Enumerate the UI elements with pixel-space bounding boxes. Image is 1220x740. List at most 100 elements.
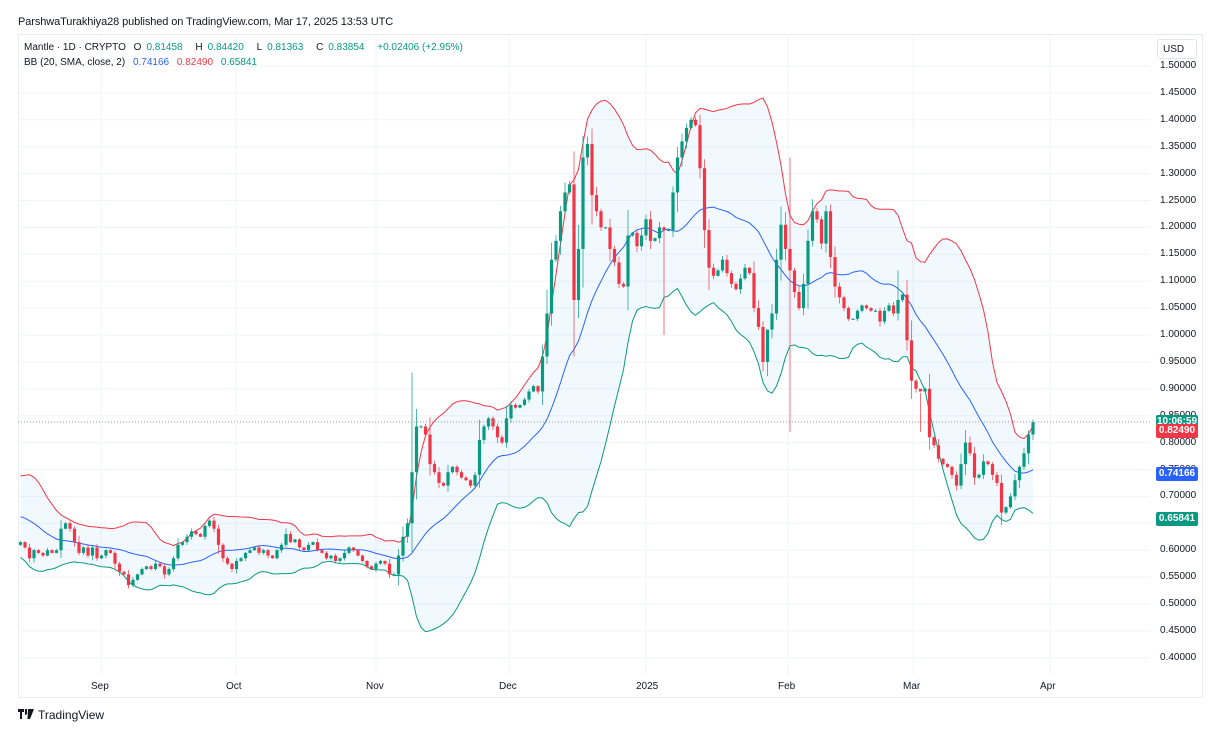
candle xyxy=(689,117,693,130)
candle xyxy=(675,146,680,213)
symbol-name[interactable]: Mantle · 1D · CRYPTO xyxy=(24,42,126,53)
candle xyxy=(765,329,770,377)
candle xyxy=(284,528,288,547)
candle xyxy=(918,388,923,432)
time-tick-label: 2025 xyxy=(636,681,659,692)
price-tick-label: 1.40000 xyxy=(1160,113,1197,125)
candle xyxy=(495,423,500,444)
candle xyxy=(122,570,126,576)
candle xyxy=(653,237,657,242)
time-tick-label: Mar xyxy=(903,681,921,692)
candle xyxy=(297,538,302,550)
candle xyxy=(77,535,81,556)
candle xyxy=(185,533,189,546)
candle xyxy=(734,281,738,291)
candle xyxy=(963,430,968,475)
candle xyxy=(860,304,864,313)
candle xyxy=(725,254,729,277)
candle xyxy=(32,548,36,563)
candle xyxy=(225,556,230,566)
candle xyxy=(36,548,41,554)
candle xyxy=(756,300,761,331)
candle xyxy=(617,256,621,289)
candle xyxy=(149,564,153,571)
candle xyxy=(252,547,257,551)
bb-indicator-label[interactable]: BB (20, SMA, close, 2) xyxy=(24,57,126,68)
price-tick-label: 0.40000 xyxy=(1160,651,1197,663)
bb-legend-row[interactable]: BB (20, SMA, close, 2) 0.74166 0.82490 0… xyxy=(24,55,468,70)
candle xyxy=(446,464,450,492)
candle xyxy=(351,547,356,552)
candle xyxy=(131,577,135,588)
candle xyxy=(671,186,675,238)
candle xyxy=(644,214,648,241)
candle xyxy=(54,548,59,554)
candle xyxy=(608,218,612,262)
candle xyxy=(1031,419,1035,441)
candle xyxy=(932,436,936,449)
price-tag: 0.74166 xyxy=(1156,466,1198,481)
candle xyxy=(383,560,387,566)
candle xyxy=(837,282,842,304)
candle xyxy=(27,543,32,563)
candle xyxy=(365,560,369,569)
tradingview-logo[interactable]: TradingView xyxy=(18,708,104,722)
candle xyxy=(833,246,837,298)
candle xyxy=(423,423,428,436)
candle xyxy=(500,435,504,445)
candle xyxy=(851,318,855,320)
candle xyxy=(783,211,788,261)
currency-button[interactable]: USD xyxy=(1157,39,1197,59)
candle xyxy=(639,229,644,251)
candle xyxy=(486,416,491,430)
chart-frame[interactable] xyxy=(18,34,1203,698)
candle xyxy=(824,205,828,253)
candle xyxy=(702,159,707,248)
candle xyxy=(270,554,275,559)
candle xyxy=(86,543,90,558)
candle xyxy=(248,548,252,554)
price-tick-label: 0.80000 xyxy=(1160,436,1197,448)
candle xyxy=(504,405,509,448)
candle xyxy=(311,541,315,546)
candle xyxy=(117,561,122,577)
candle xyxy=(338,557,342,563)
candle xyxy=(450,466,455,474)
candle xyxy=(792,267,797,298)
candle xyxy=(518,404,522,409)
candle xyxy=(176,538,180,561)
candle xyxy=(257,545,261,556)
candle xyxy=(873,309,878,313)
candle xyxy=(23,541,27,549)
price-tick-label: 1.50000 xyxy=(1160,60,1197,71)
candle xyxy=(266,548,270,559)
symbol-legend-row[interactable]: Mantle · 1D · CRYPTO O 0.81458 H 0.84420 L… xyxy=(24,40,468,55)
candle xyxy=(576,224,581,319)
candle xyxy=(680,133,684,167)
candle xyxy=(315,538,320,552)
candle xyxy=(473,471,477,488)
candle xyxy=(581,135,585,288)
candle xyxy=(887,302,891,313)
candle xyxy=(716,268,720,277)
candle xyxy=(90,545,95,561)
change-value: +0.02406 (+2.95%) xyxy=(377,42,463,53)
candle xyxy=(666,228,671,232)
candle xyxy=(995,471,999,487)
candle xyxy=(41,552,45,558)
candle xyxy=(599,208,603,231)
candle xyxy=(977,473,981,480)
candle xyxy=(104,549,108,559)
candle xyxy=(459,469,464,479)
candle xyxy=(342,550,347,561)
candle xyxy=(162,563,167,579)
bb-lower-value: 0.65841 xyxy=(220,57,257,68)
candle xyxy=(392,572,396,576)
candle xyxy=(212,516,216,533)
candle xyxy=(657,221,662,244)
candle xyxy=(441,481,446,487)
candle xyxy=(59,520,63,558)
candle xyxy=(221,543,225,563)
price-tick-label: 1.25000 xyxy=(1160,194,1197,206)
